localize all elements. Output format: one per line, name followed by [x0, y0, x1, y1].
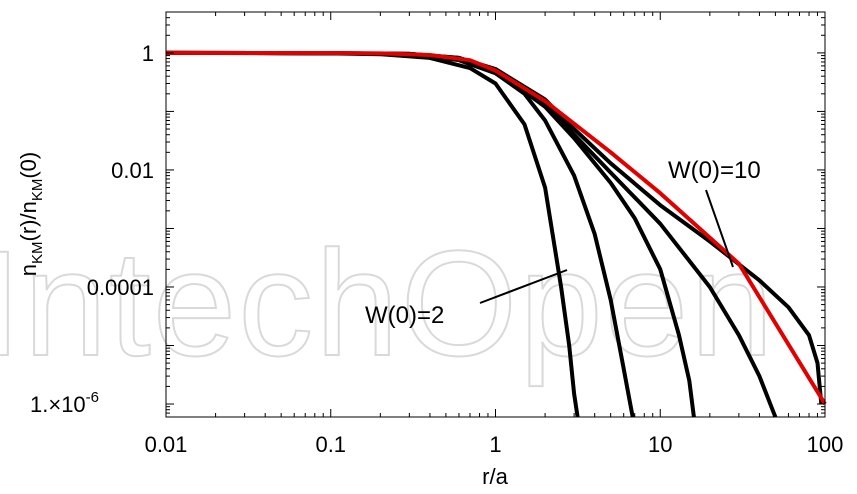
y-tick-sci-exponent: -6 [86, 389, 99, 406]
y-label-mid: (r)/n [16, 201, 41, 241]
annotation-w2: W(0)=2 [365, 302, 444, 329]
series-line-5 [165, 50, 827, 406]
x-tick-label: 0.01 [145, 432, 188, 457]
x-tick-label: 100 [807, 432, 844, 457]
x-tick-label: 1 [489, 432, 501, 457]
annotation-leader-w10 [705, 189, 734, 268]
y-label-sub-km: KM [29, 241, 46, 264]
y-tick-label: 0.0001 [87, 275, 154, 300]
y-tick-sci-mantissa: 1.×10 [30, 392, 86, 417]
series-group [165, 50, 827, 418]
annotation-leader-w2 [479, 269, 568, 304]
tick-group [165, 11, 825, 418]
y-label-end: (0) [16, 152, 41, 179]
x-tick-label: 0.1 [315, 432, 346, 457]
x-axis-label: r/a [482, 464, 508, 489]
y-tick-label-sci: 1.×10-6 [30, 389, 99, 417]
y-tick-label: 1 [142, 41, 154, 66]
annotation-w10: W(0)=10 [668, 157, 761, 184]
y-label-sub-km-2: KM [29, 179, 46, 202]
tick-label-group: 0.01 0.1 1 10 100 1 0.01 0.0001 1.×10-6 [30, 41, 843, 457]
x-tick-label: 10 [648, 432, 672, 457]
y-tick-label: 0.01 [111, 158, 154, 183]
watermark-text: IntechOpen [0, 219, 776, 387]
y-axis-label: nKM(r)/nKM(0) [16, 152, 46, 276]
y-label-n: n [16, 264, 41, 276]
